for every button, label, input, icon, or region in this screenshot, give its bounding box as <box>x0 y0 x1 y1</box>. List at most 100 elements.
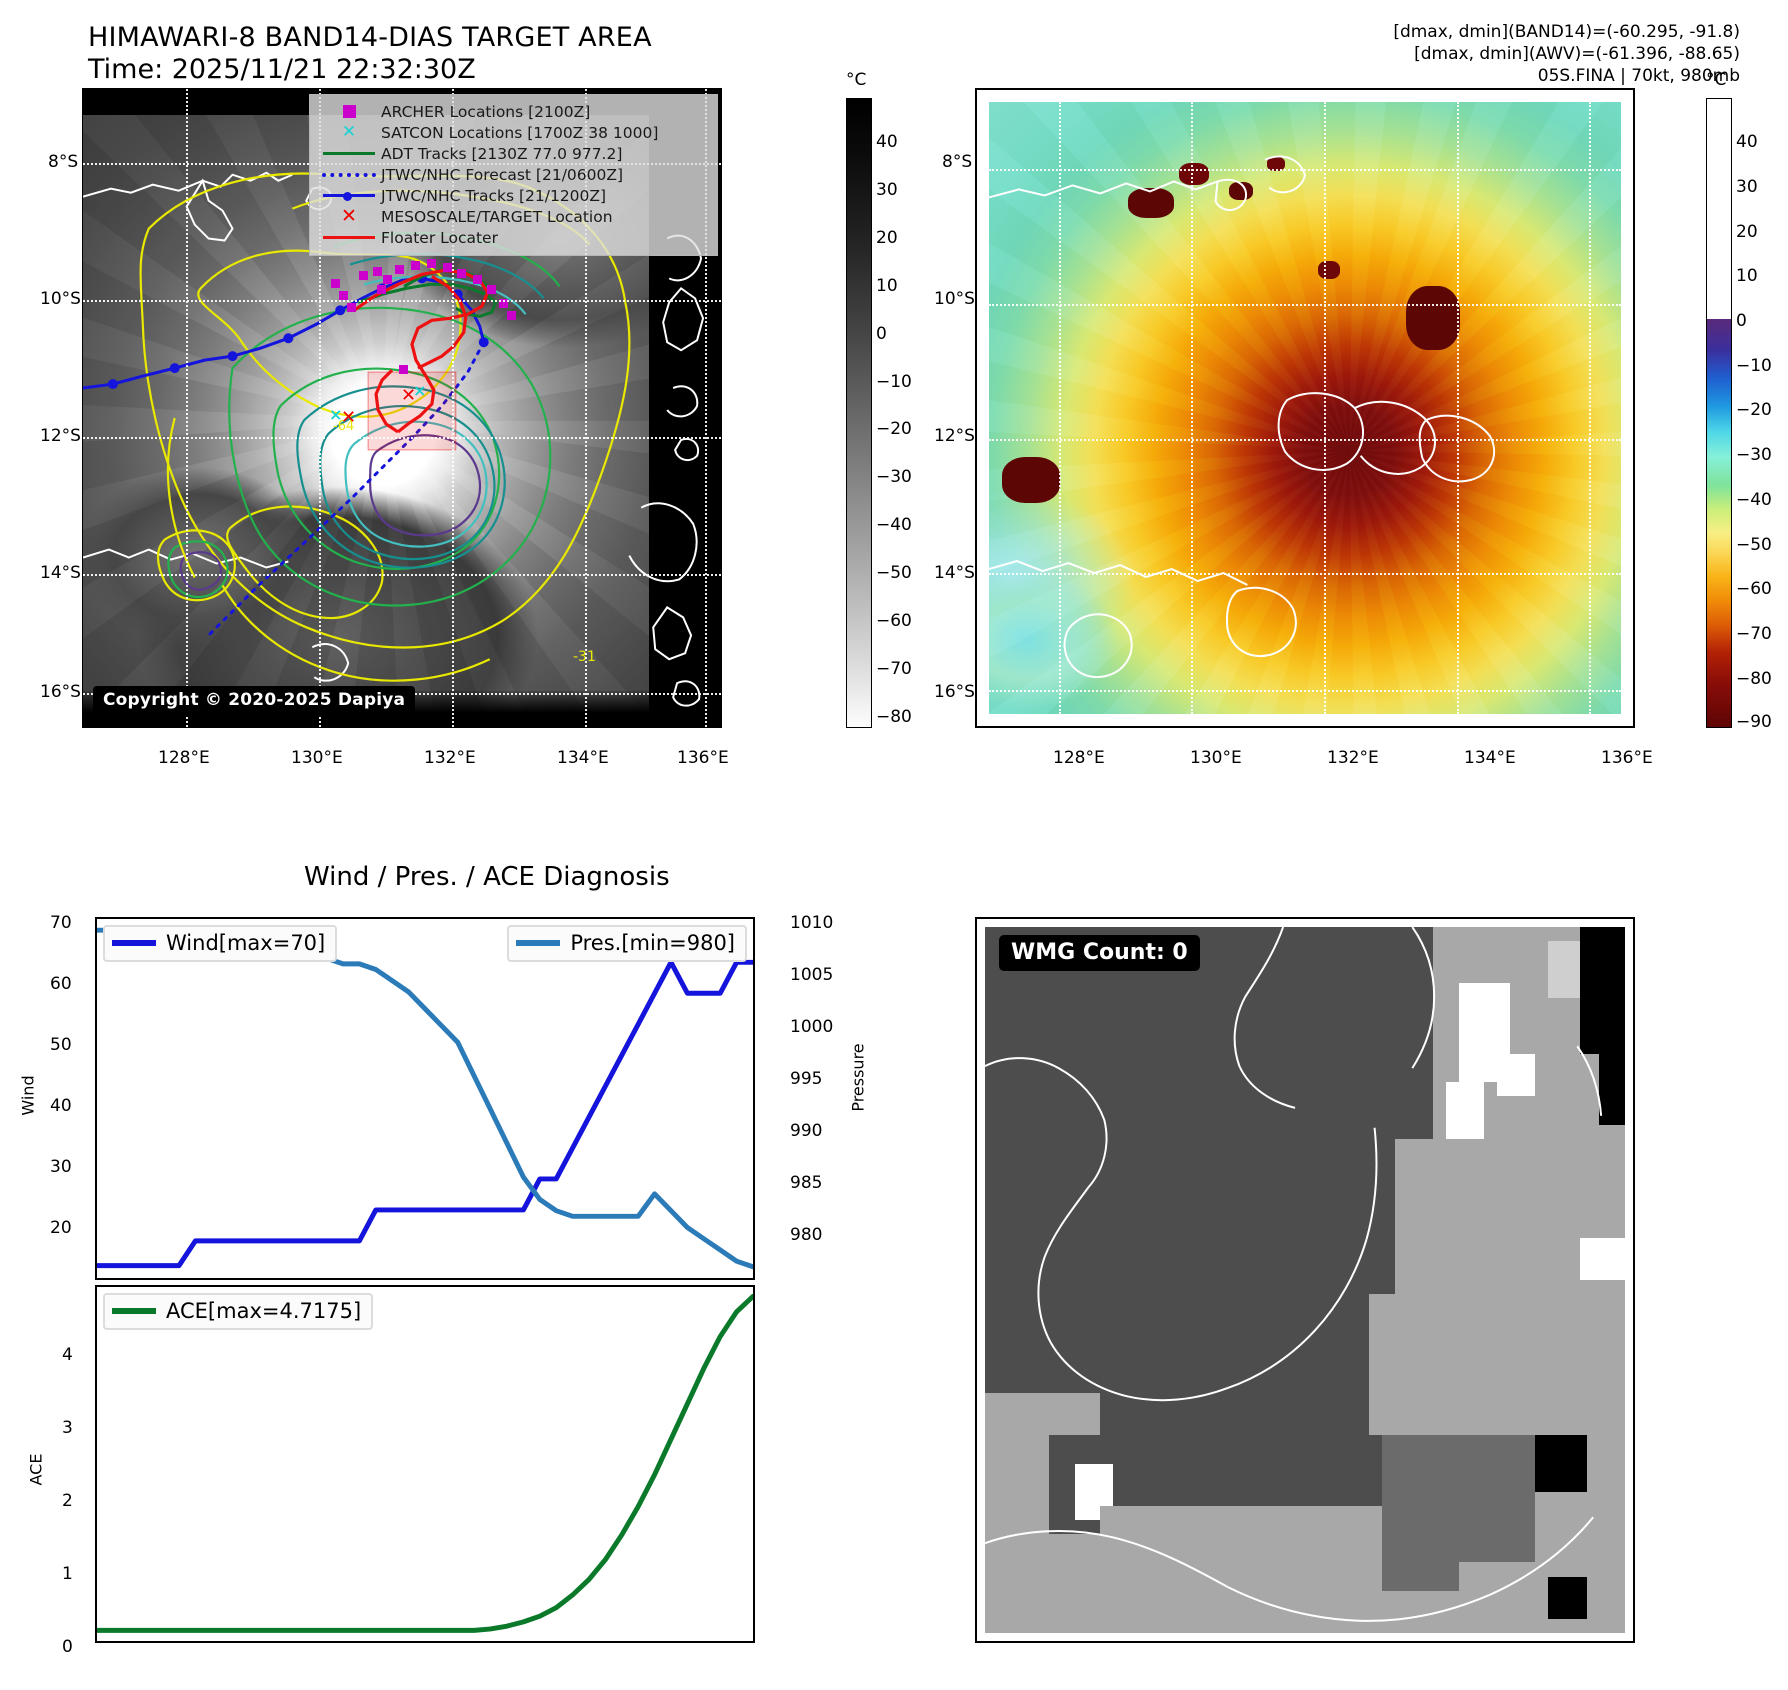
ace-series-line <box>97 1293 753 1633</box>
gridline-lon-132e <box>1323 102 1326 714</box>
convective-hotspot <box>1317 261 1340 280</box>
gridline-lat-12s <box>83 437 721 439</box>
gridline-lat-14s <box>989 573 1621 576</box>
wmg-coastline-overlay <box>985 927 1603 1622</box>
cb-tick: −10 <box>1736 355 1772 376</box>
wind-legend-label: Wind[max=70] <box>166 931 326 955</box>
wind-tick-60: 60 <box>50 974 72 994</box>
cb-tick: −30 <box>1736 445 1772 466</box>
cb-tick: −50 <box>876 563 912 584</box>
convective-hotspot <box>1128 187 1175 218</box>
enhanced-ir-image <box>989 102 1621 714</box>
lat-label-8s: 8°S <box>942 152 973 172</box>
ace-axis-label: ACE <box>26 1453 46 1486</box>
green-line-icon <box>317 152 381 155</box>
lon-label-128e: 128°E <box>158 748 210 768</box>
lat-label-12s: 12°S <box>40 426 81 446</box>
lat-label-14s: 14°S <box>934 563 975 583</box>
lon-label-130e: 130°E <box>1190 748 1242 768</box>
legend-row-satcon: ✕ SATCON Locations [1700Z 38 1000] <box>317 122 710 143</box>
gridline-lat-12s <box>989 438 1621 441</box>
convective-hotspot <box>1267 157 1286 172</box>
wind-tick-70: 70 <box>50 913 72 933</box>
legend-row-archer: ARCHER Locations [2100Z] <box>317 101 710 122</box>
legend-label: JTWC/NHC Tracks [21/1200Z] <box>381 186 607 205</box>
cb-tick: −30 <box>876 467 912 488</box>
observation-time: Time: 2025/11/21 22:32:30Z <box>88 54 476 85</box>
lat-label-16s: 16°S <box>40 682 81 702</box>
wmg-map[interactable]: WMG Count: 0 <box>975 917 1635 1643</box>
wind-tick-50: 50 <box>50 1035 72 1055</box>
ace-chart[interactable]: ACE[max=4.7175] <box>95 1285 755 1643</box>
lat-label-14s: 14°S <box>40 563 81 583</box>
cb-tick: −70 <box>876 658 912 679</box>
lon-label-128e: 128°E <box>1053 748 1105 768</box>
red-x-icon: ✕ <box>341 205 357 227</box>
cb-tick: −70 <box>1736 624 1772 645</box>
pressure-line-icon <box>516 940 561 946</box>
grayscale-colorbar-ticks: 40 30 20 10 0 −10 −20 −30 −40 −50 −60 −7… <box>876 98 936 728</box>
pres-tick-1005: 1005 <box>790 965 834 985</box>
gridline-lon-132e <box>452 89 454 727</box>
lat-label-8s: 8°S <box>48 152 79 172</box>
cyan-x-icon: ✕ <box>341 122 357 142</box>
grayscale-colorbar-unit: °C <box>846 70 867 90</box>
blue-line-marker-icon <box>317 192 381 201</box>
copyright-notice: Copyright © 2020-2025 Dapiya <box>93 686 416 715</box>
cb-tick: −20 <box>876 419 912 440</box>
cb-tick: 10 <box>876 275 898 296</box>
gridline-lon-130e <box>1191 102 1194 714</box>
gridline-lon-128e <box>186 89 188 727</box>
wind-legend: Wind[max=70] <box>103 925 338 962</box>
ace-tick-2: 2 <box>62 1491 73 1511</box>
gridline-lon-136e <box>1589 102 1592 714</box>
legend-label: JTWC/NHC Forecast [21/0600Z] <box>381 165 624 184</box>
storm-track-overlay <box>83 268 498 637</box>
cb-tick: −60 <box>1736 579 1772 600</box>
satcon-location-marker: × <box>413 381 427 400</box>
cb-tick: −50 <box>1736 534 1772 555</box>
pres-tick-985: 985 <box>790 1173 823 1193</box>
wind-tick-30: 30 <box>50 1157 72 1177</box>
cb-tick: −80 <box>1736 668 1772 689</box>
coastline-overlay <box>989 155 1496 679</box>
cb-tick: −20 <box>1736 400 1772 421</box>
gridline-lon-134e <box>1456 102 1459 714</box>
band14-grayscale-map[interactable]: -64 -31 <box>82 88 722 728</box>
cb-tick: −90 <box>1736 711 1772 732</box>
legend-label: Floater Locater <box>381 228 498 247</box>
cb-tick: 30 <box>1736 176 1758 197</box>
pressure-series-line <box>97 927 753 1270</box>
legend-label: ARCHER Locations [2100Z] <box>381 102 591 121</box>
lon-label-136e: 136°E <box>1601 748 1653 768</box>
enhanced-ir-colorbar: 40 30 20 10 0 −10 −20 −30 −40 −50 −60 −7… <box>1706 98 1786 732</box>
convective-hotspot <box>1178 163 1209 186</box>
storm-summary: 05S.FINA | 70kt, 980mb <box>1537 66 1740 86</box>
dmax-dmin-band14: [dmax, dmin](BAND14)=(-60.295, -91.8) <box>1393 22 1740 42</box>
legend-label: MESOSCALE/TARGET Location <box>381 207 613 226</box>
gridline-lon-128e <box>1058 102 1061 714</box>
wind-axis-label: Wind <box>18 1075 38 1116</box>
grayscale-colorbar: 40 30 20 10 0 −10 −20 −30 −40 −50 −60 −7… <box>846 98 936 728</box>
ace-legend-label: ACE[max=4.7175] <box>166 1299 362 1323</box>
red-line-icon <box>317 236 381 239</box>
mesoscale-target-marker: ✕ <box>341 407 357 428</box>
enhanced-ir-map[interactable] <box>975 88 1635 728</box>
ace-tick-3: 3 <box>62 1418 73 1438</box>
lon-label-132e: 132°E <box>424 748 476 768</box>
gridline-lat-10s <box>83 300 721 302</box>
wind-series-line <box>97 959 753 1269</box>
cb-tick: 20 <box>876 227 898 248</box>
cb-tick: 40 <box>1736 132 1758 153</box>
legend-row-jtwc-tracks: JTWC/NHC Tracks [21/1200Z] <box>317 185 710 206</box>
gridline-lon-136e <box>705 89 707 727</box>
wmg-grid-image <box>985 927 1625 1633</box>
pres-tick-980: 980 <box>790 1225 823 1245</box>
wind-pressure-chart[interactable]: Wind[max=70] Pres.[min=980] <box>95 917 755 1280</box>
contour-label-31: -31 <box>573 649 596 665</box>
lat-label-12s: 12°S <box>934 426 975 446</box>
pres-tick-995: 995 <box>790 1069 823 1089</box>
cb-tick: 10 <box>1736 266 1758 287</box>
lon-label-136e: 136°E <box>677 748 729 768</box>
legend-label: ADT Tracks [2130Z 77.0 977.2] <box>381 144 623 163</box>
